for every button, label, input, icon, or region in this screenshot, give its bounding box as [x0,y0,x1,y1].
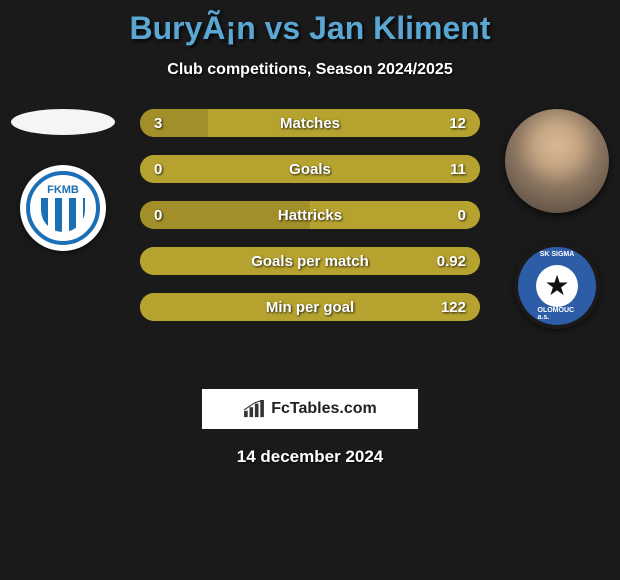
right-club-logo: SK SIGMA OLOMOUC a.s. ★ [514,243,600,329]
bar-right-value: 12 [449,115,466,132]
sigma-badge: SK SIGMA OLOMOUC a.s. ★ [518,247,596,325]
stat-bar-matches: 3 12 Matches [140,109,480,137]
fkmb-stripes [41,198,85,232]
bar-right-value: 122 [441,299,466,316]
stat-bar-min_per_goal: 122 Min per goal [140,293,480,321]
bar-label: Goals per match [251,253,369,270]
branding-text: FcTables.com [271,400,377,418]
bar-label: Hattricks [278,207,342,224]
stat-bars: 3 12 Matches 0 11 Goals 0 0 Hattricks 0.92 Goals p… [140,109,480,321]
fkmb-badge: FKMB [26,171,100,245]
right-player-column: SK SIGMA OLOMOUC a.s. ★ [502,109,612,329]
right-player-photo [505,109,609,213]
bar-left-value: 3 [154,115,162,132]
bar-left-value: 0 [154,161,162,178]
stat-bar-goals: 0 11 Goals [140,155,480,183]
bar-right-value: 0.92 [437,253,466,270]
branding-badge: FcTables.com [202,389,418,429]
left-club-code: FKMB [47,184,79,196]
bar-chart-icon [243,400,265,418]
stat-bar-hattricks: 0 0 Hattricks [140,201,480,229]
page-title: BuryÃ¡n vs Jan Kliment [0,0,620,47]
comparison-panel: FKMB SK SIGMA OLOMOUC a.s. ★ 3 12 Matches 0… [0,109,620,369]
bar-fill-right [208,109,480,137]
bar-right-value: 0 [458,207,466,224]
subtitle: Club competitions, Season 2024/2025 [0,61,620,79]
stat-bar-goals_per_match: 0.92 Goals per match [140,247,480,275]
left-club-logo: FKMB [20,165,106,251]
bar-label: Matches [280,115,340,132]
bar-left-value: 0 [154,207,162,224]
left-player-photo [11,109,115,135]
bar-label: Goals [289,161,331,178]
bar-right-value: 11 [450,161,466,178]
comparison-date: 14 december 2024 [0,447,620,467]
left-player-column: FKMB [8,109,118,251]
bar-label: Min per goal [266,299,354,316]
sigma-ring-text: SK SIGMA OLOMOUC a.s. [518,247,596,325]
bar-fill-left [140,109,208,137]
